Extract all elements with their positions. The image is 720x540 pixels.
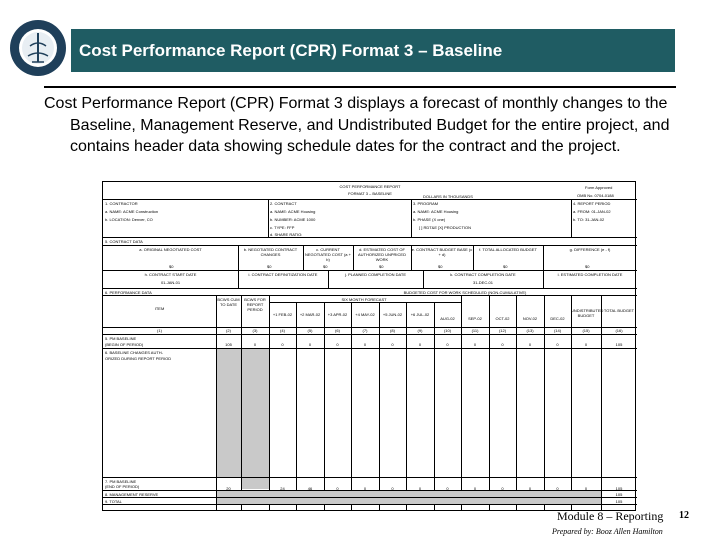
program-phase: b. PHASE (X one) <box>413 217 446 222</box>
estimated-completion-label: l. ESTIMATED COMPLETION DATE <box>557 272 623 277</box>
contract-completion-label: k. CONTRACT COMPLETION DATE <box>450 272 516 277</box>
col-dec: DEC-02 <box>550 316 565 321</box>
col-oct: OCT-02 <box>495 316 510 321</box>
management-reserve-total: 105 <box>615 492 623 497</box>
pmb-begin-label: 5. PM BASELINE <box>105 336 137 341</box>
original-cost-label: a. ORIGINAL NEGOTIATED COST <box>139 247 202 252</box>
unpriced-work-value: $0 <box>379 264 384 269</box>
col-bcws-period: BCWS FOR REPORT PERIOD <box>244 297 266 312</box>
planned-completion-label: j. PLANNED COMPLETION DATE <box>344 272 407 277</box>
contract-header: 2. CONTRACT <box>270 201 297 206</box>
program-phase-options: [ ] RDT&E [X] PRODUCTION <box>419 225 472 230</box>
item-header: ITEM <box>154 306 165 311</box>
title-bar: Cost Performance Report (CPR) Format 3 –… <box>71 29 675 72</box>
difference-label: g. DIFFERENCE (e - f) <box>569 247 611 252</box>
contract-number: b. NUMBER: ACME 1000 <box>270 217 316 222</box>
cpr-format3-form: COST PERFORMANCE REPORT FORMAT 3 – BASEL… <box>102 181 637 511</box>
start-date-value: 01-JAN-01 <box>160 280 181 285</box>
col-jun: +5 JUN-02 <box>382 312 403 317</box>
bcws-header: BUDGETED COST FOR WORK SCHEDULED (NON-CU… <box>403 290 527 295</box>
col-apr: +3 APR-02 <box>327 312 348 317</box>
negotiated-changes-label: b. NEGOTIATED CONTRACT CHANGES <box>243 247 298 257</box>
page-number: 12 <box>679 510 689 521</box>
col-sep: SEP-02 <box>468 316 482 321</box>
baseline-changes-label: 6. BASELINE CHANGES AUTH- <box>105 350 164 355</box>
program-name: a. NAME: ACME Housing <box>413 209 459 214</box>
report-period-to: b. TO: 31-JAN-02 <box>573 217 605 222</box>
unpriced-work-label: d. ESTIMATED COST OF AUTHORIZED UNPRICED… <box>357 247 406 262</box>
col-undistributed: UNDISTRIBUTED BUDGET <box>571 308 604 318</box>
dollars-note: DOLLARS IN THOUSANDS <box>423 194 473 199</box>
report-period-header: 4. REPORT PERIOD <box>573 201 611 206</box>
budget-base-label: e. CONTRACT BUDGET BASE (c + d) <box>411 247 473 257</box>
col-total-budget: TOTAL BUDGET <box>603 308 635 313</box>
footer-module: Module 8 – Reporting <box>557 509 664 523</box>
form-subtitle: FORMAT 3 – BASELINE <box>348 191 392 196</box>
total-value: 105 <box>615 499 623 504</box>
difference-value: $0 <box>585 264 590 269</box>
prepared-by: Prepared by: Booz Allen Hamilton <box>552 527 663 536</box>
col-feb: +1 FEB-02 <box>272 312 293 317</box>
col-may: +4 MAY-02 <box>355 312 375 317</box>
pmb-end-sublabel: (END OF PERIOD) <box>105 484 140 489</box>
allocated-budget-label: f. TOTAL ALLOCATED BUDGET <box>479 247 537 252</box>
intro-paragraph: Cost Performance Report (CPR) Format 3 d… <box>44 95 670 155</box>
col-bcws-cum: BCWS CUM TO DATE <box>217 297 240 307</box>
pmb-end-label: 7. PM BASELINE <box>105 479 137 484</box>
contractor-header: 1. CONTRACTOR <box>105 201 138 206</box>
form-title: COST PERFORMANCE REPORT <box>339 184 401 189</box>
performance-data-header: 6. PERFORMANCE DATA <box>105 290 152 295</box>
contract-share-ratio: d. SHARE RATIO: <box>270 232 303 237</box>
col-nov: NOV-02 <box>522 316 538 321</box>
contract-data-header: 5. CONTRACT DATA <box>105 239 143 244</box>
contract-completion-value: 31-DEC-01 <box>472 280 493 285</box>
col-mar: +2 MAR-02 <box>299 312 321 317</box>
allocated-budget-value: $0 <box>503 264 508 269</box>
budget-base-value: $0 <box>438 264 443 269</box>
page-title: Cost Performance Report (CPR) Format 3 –… <box>79 40 503 60</box>
program-header: 3. PROGRAM <box>413 201 439 206</box>
start-date-label: h. CONTRACT START DATE <box>144 272 197 277</box>
company-logo <box>8 16 68 80</box>
total-label: 9. TOTAL <box>105 499 122 504</box>
form-approved: Form Approved <box>585 185 613 190</box>
col-jul: +6 JUL-02 <box>410 312 430 317</box>
report-period-from: a. FROM: 01-JAN-02 <box>573 209 611 214</box>
title-rule <box>44 86 676 88</box>
contract-name: a. NAME: ACME Housing <box>270 209 316 214</box>
six-month-forecast-label: SIX MONTH FORECAST <box>341 297 387 302</box>
definitization-date-label: i. CONTRACT DEFINITIZATION DATE <box>248 272 318 277</box>
pmb-begin-sublabel: (BEGIN OF PERIOD) <box>105 342 144 347</box>
col-aug: AUG-02 <box>440 316 455 321</box>
negotiated-changes-value: $0 <box>267 264 272 269</box>
contractor-location: b. LOCATION: Denver, CO <box>105 217 153 222</box>
omb-number: OMB No. 0704-0188 <box>577 193 614 198</box>
contract-type: c. TYPE: FFP <box>270 225 295 230</box>
contractor-name: a. NAME: ACME Construction <box>105 209 159 214</box>
current-cost-value: $0 <box>323 264 328 269</box>
baseline-changes-sublabel: ORIZED DURING REPORT PERIOD <box>105 356 172 361</box>
management-reserve-label: 8. MANAGEMENT RESERVE <box>105 492 159 497</box>
original-cost-value: $0 <box>169 264 174 269</box>
current-cost-label: c. CURRENT NEGOTIATED COST (a + b) <box>305 247 351 262</box>
